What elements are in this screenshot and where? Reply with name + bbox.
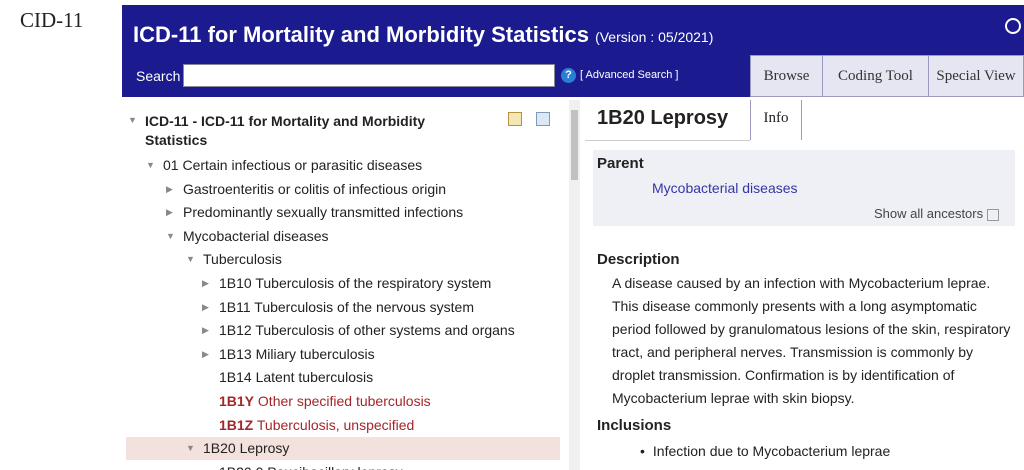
parent-box [593, 150, 1015, 226]
tree-text: Predominantly sexually transmitted infec… [183, 204, 464, 221]
expander[interactable]: ▼ [186, 254, 195, 265]
info-tab[interactable]: Info [750, 100, 802, 140]
language-icon[interactable] [1005, 18, 1021, 34]
search-input[interactable] [183, 64, 555, 87]
corner-label: CID-11 [20, 8, 84, 32]
section-heading: Parent [597, 155, 644, 172]
tree-text: Tuberculosis [203, 251, 282, 268]
inclusions-list: • Infection due to Mycobacterium leprae [640, 443, 890, 459]
tree-text: Tuberculosis, unspecified [256, 416, 415, 433]
tree-item[interactable]: 1B11 Tuberculosis of the nervous system [219, 299, 474, 315]
tree-text: 1B13 Miliary tuberculosis [219, 345, 375, 362]
tree-text: 1B10 Tuberculosis of the respiratory sys… [219, 275, 492, 291]
tree-text: 1B20 Leprosy [203, 440, 290, 457]
advanced-search-link[interactable]: [ Advanced Search ] [580, 69, 679, 81]
tab[interactable]: Coding Tool [822, 55, 929, 97]
help-icon[interactable]: ? [561, 68, 576, 83]
tree-code: 1B1Z [219, 416, 254, 433]
tree-text: Gastroenteritis or colitis of infectious… [183, 180, 446, 197]
tree-tool-icon[interactable] [536, 112, 550, 126]
expander[interactable]: ▶ [166, 207, 173, 218]
tree-tool-icon[interactable] [508, 112, 522, 126]
tree-text: ICD-11 - ICD-11 for Mortality and Morbid… [145, 113, 426, 148]
tree-text: 1B12 Tuberculosis of other systems and o… [219, 322, 515, 339]
entity-title: 1B20 Leprosy [597, 107, 729, 129]
tree-text: 1B20.0 Paucibacillary leprosy [219, 464, 403, 470]
classification-tree: ▼ ICD-11 - ICD-11 for Mortality and Morbi… [122, 100, 568, 470]
tree-text: 1B14 Latent tuberculosis [219, 369, 374, 386]
tree-item[interactable]: 1B20.0 Paucibacillary leprosy [219, 464, 403, 470]
tree-item[interactable]: Gastroenteritis or colitis of infectious… [183, 181, 446, 197]
parent-link[interactable]: Mycobacterial diseases [652, 180, 798, 196]
selected-row [126, 437, 560, 461]
tree-item[interactable]: ICD-11 - ICD-11 for Mortality and Morbid… [145, 112, 445, 150]
section-heading: Description [597, 251, 680, 268]
tree-item[interactable]: 1B13 Miliary tuberculosis [219, 346, 375, 362]
tree-item[interactable]: Tuberculosis [203, 251, 282, 267]
tree-item[interactable]: 1B1Z Tuberculosis, unspecified [219, 417, 414, 433]
expander[interactable]: ▼ [166, 230, 175, 241]
title-text: ICD-11 for Mortality and Morbidity Stati… [133, 22, 589, 47]
tree-text: 1B11 Tuberculosis of the nervous system [219, 298, 474, 315]
app-title: ICD-11 for Mortality and Morbidity Stati… [133, 22, 713, 48]
search-label: Search [136, 68, 181, 84]
tree-item[interactable]: 1B10 Tuberculosis of the respiratory sys… [219, 275, 491, 291]
tree-item[interactable]: 1B20 Leprosy [203, 440, 289, 456]
tree-text: 01 Certain infectious or parasitic disea… [163, 157, 423, 173]
tab[interactable]: Special View [928, 55, 1024, 97]
divider [585, 140, 750, 141]
show-ancestors[interactable]: Show all ancestors [874, 206, 999, 221]
tree-item[interactable]: 01 Certain infectious or parasitic disea… [163, 157, 422, 173]
tab[interactable]: Browse [750, 55, 823, 97]
version: (Version : 05/2021) [595, 29, 714, 45]
expander[interactable]: ▶ [166, 183, 173, 194]
bullet: • [640, 443, 645, 459]
expander[interactable]: ▼ [146, 160, 155, 170]
show-ancestors-text: Show all ancestors [874, 206, 984, 221]
expander[interactable]: ▶ [202, 348, 209, 359]
tree-item[interactable]: 1B14 Latent tuberculosis [219, 369, 373, 385]
section-heading: Inclusions [597, 417, 672, 434]
tree-text: Mycobacterial diseases [183, 227, 329, 244]
expander[interactable]: ▶ [202, 325, 209, 336]
expand-icon [986, 208, 999, 221]
tree-item[interactable]: 1B12 Tuberculosis of other systems and o… [219, 322, 515, 338]
description: A disease caused by an infection with My… [612, 275, 1011, 406]
scroll-thumb[interactable] [571, 110, 578, 180]
tree-item[interactable]: 1B1Y Other specified tuberculosis [219, 393, 431, 409]
inclusion: • Infection due to Mycobacterium leprae [640, 443, 890, 459]
inclusion-text: Infection due to Mycobacterium leprae [652, 443, 891, 459]
expander[interactable]: ▶ [202, 301, 209, 312]
expander[interactable]: ▶ [202, 278, 209, 288]
tree-item[interactable]: Mycobacterial diseases [183, 228, 329, 244]
tree-item[interactable]: Predominantly sexually transmitted infec… [183, 204, 463, 220]
scrollbar[interactable] [569, 100, 580, 470]
expander[interactable]: ▼ [128, 115, 137, 125]
tree-code: 1B1Y [219, 393, 255, 409]
expander[interactable]: ▼ [186, 443, 195, 454]
tree-text: Other specified tuberculosis [257, 393, 431, 409]
